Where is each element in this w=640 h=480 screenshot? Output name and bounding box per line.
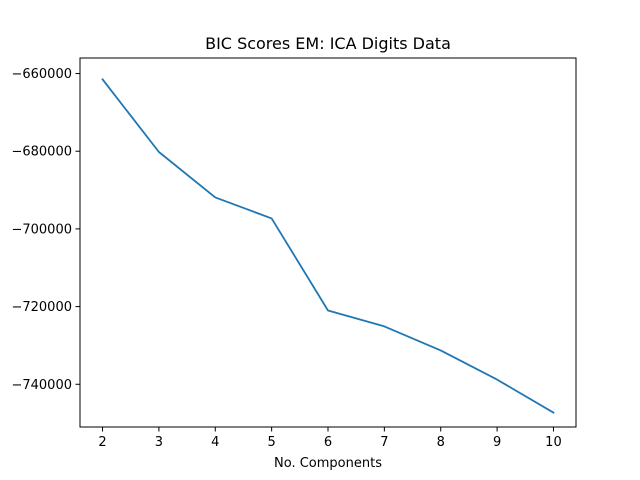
x-tick-label: 7 (380, 435, 388, 450)
x-tick-label: 2 (98, 435, 106, 450)
x-tick-label: 6 (324, 435, 332, 450)
y-tick-label: −680000 (11, 145, 72, 160)
y-tick-label: −740000 (11, 378, 72, 393)
x-tick-label: 4 (211, 435, 219, 450)
y-tick-label: −720000 (11, 300, 72, 315)
chart-title: BIC Scores EM: ICA Digits Data (205, 34, 451, 53)
x-tick-label: 9 (493, 435, 501, 450)
x-tick-label: 5 (267, 435, 275, 450)
plot-area: 2 3 4 5 6 7 8 9 10 −660000 −680000 −700000 −720000 −7… (11, 57, 577, 450)
x-axis-title: No. Components (274, 456, 382, 471)
x-tick-label: 10 (545, 435, 562, 450)
y-tick-label: −700000 (11, 222, 72, 237)
y-tick-label: −660000 (11, 67, 72, 82)
x-tick-label: 8 (437, 435, 445, 450)
x-tick-label: 3 (155, 435, 163, 450)
